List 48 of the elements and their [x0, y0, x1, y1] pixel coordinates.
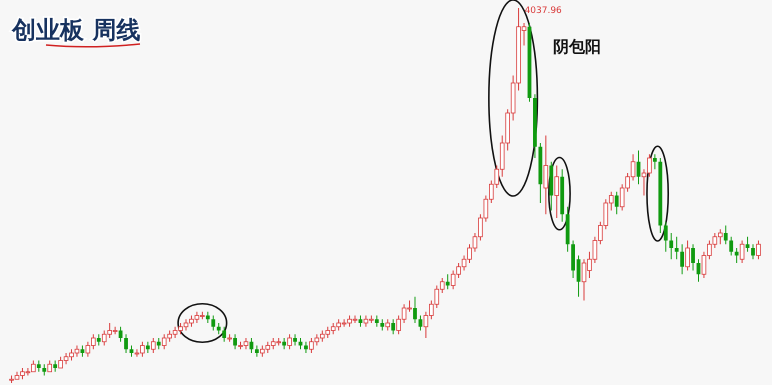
- candlestick: [254, 345, 259, 358]
- candlestick: [614, 191, 619, 215]
- candlestick: [222, 326, 226, 342]
- candlestick: [729, 236, 734, 256]
- candlestick: [696, 258, 700, 282]
- candlestick: [691, 244, 695, 271]
- candlestick: [734, 248, 739, 264]
- chart-title: 创业板 周线: [11, 16, 140, 44]
- candlestick: [47, 360, 52, 372]
- candlestick: [358, 315, 362, 328]
- candlestick: [664, 221, 668, 252]
- candlestick: [391, 318, 396, 335]
- candlestick: [146, 341, 150, 354]
- candlestick: [96, 334, 101, 346]
- candlestick: [746, 236, 750, 252]
- candlestick: [740, 240, 744, 264]
- candlestick: [304, 341, 308, 354]
- candlestick: [413, 296, 417, 324]
- candlestick: [674, 236, 679, 260]
- candlestick: [544, 135, 548, 215]
- candlestick: [380, 318, 384, 331]
- candlestick: [293, 334, 297, 346]
- candlestick: [118, 326, 122, 342]
- candlestick: [724, 225, 728, 245]
- candlestick: [418, 315, 422, 331]
- candlestick: [385, 318, 390, 331]
- candlestick: [298, 338, 302, 350]
- candlestick: [680, 244, 684, 275]
- annotation: 阴包阳: [553, 37, 601, 56]
- candlestick: [124, 334, 128, 354]
- candlestick: [250, 338, 254, 354]
- candlestick: [150, 338, 156, 354]
- candlestick: [233, 334, 237, 350]
- candlestick: [42, 364, 46, 376]
- candlestick: [756, 240, 761, 260]
- candlestick: [685, 240, 690, 271]
- candlestick: [652, 154, 657, 170]
- annotation: 4037.96: [524, 6, 562, 16]
- candlestick: [206, 311, 210, 324]
- candlestick: [554, 165, 560, 218]
- candlestick: [211, 315, 216, 331]
- candlestick: [287, 334, 292, 350]
- candlestick: [80, 345, 84, 358]
- candlestick: [751, 244, 755, 260]
- candlestick: [636, 150, 640, 185]
- candlestick: [130, 345, 134, 358]
- candlestick: [669, 232, 674, 260]
- candlestick: [282, 338, 286, 350]
